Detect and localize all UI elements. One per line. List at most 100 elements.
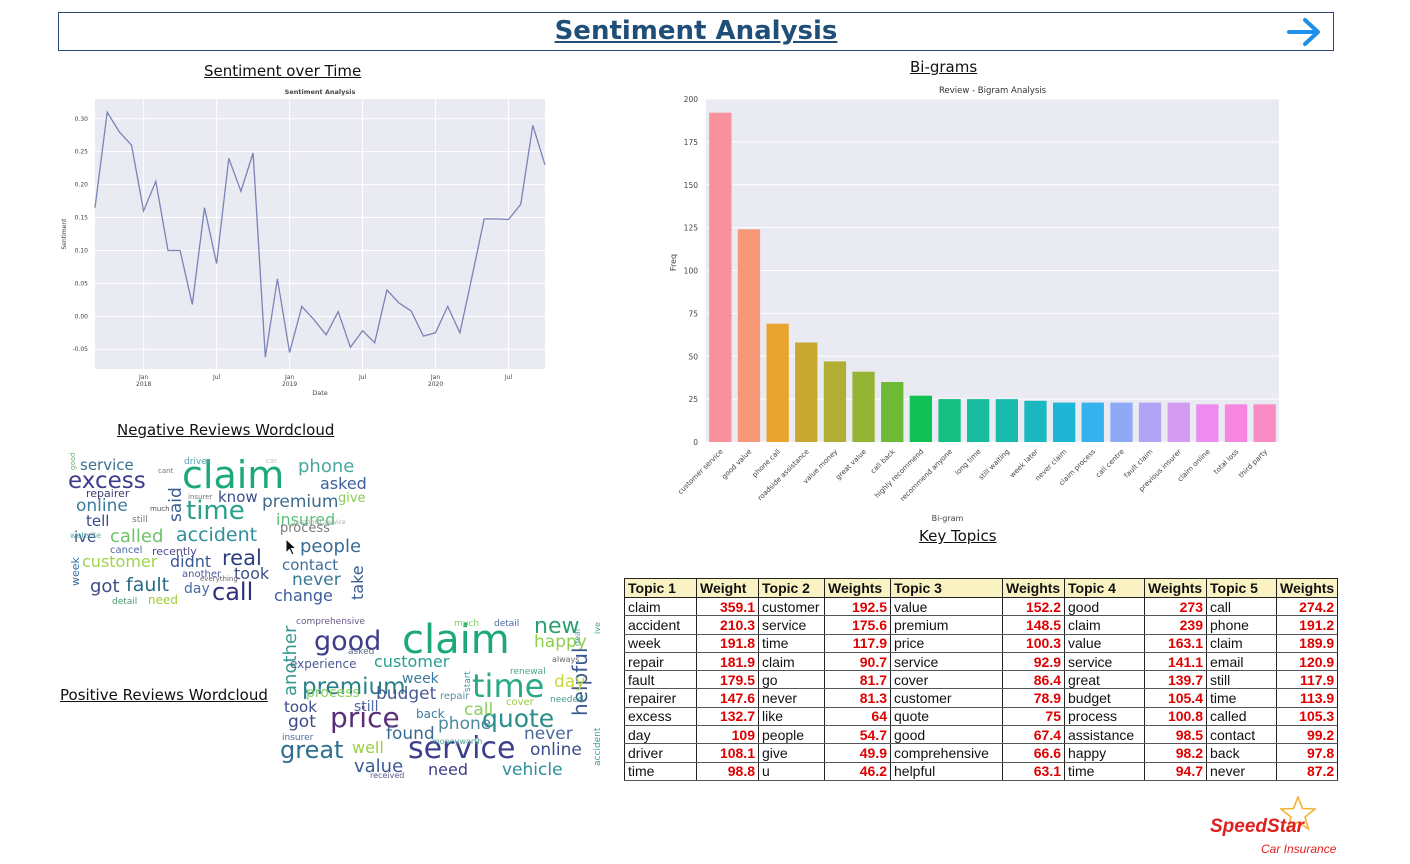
topic-weight-cell: 94.7 [1144,762,1207,781]
wordcloud-word: take [348,565,367,600]
topic-weight-cell: 132.7 [696,707,759,727]
topic-weight-cell: 98.8 [696,762,759,781]
topic-weight-cell: 67.4 [1002,725,1065,745]
wordcloud-word: excess [68,468,146,494]
topic-term-cell: excess [624,707,697,727]
topic-weight-cell: 54.7 [824,725,891,745]
x-tick-label: still waiting [977,448,1011,482]
topic-column-header: Topic 5 [1206,578,1277,598]
wordcloud-word: claim [402,617,510,663]
wordcloud-word: renewal [510,667,546,677]
topic-term-cell: phone [1206,615,1277,635]
x-tick-label: recommend anyone [899,448,954,503]
key-topics-header-row: Topic 1 Weight Topic 2 Weights Topic 3 Weight… [624,578,1339,598]
wordcloud-word: received [370,771,405,780]
wordcloud-word: accident [593,727,603,766]
wordcloud-word: didnt [170,552,212,571]
topic-term-cell: day [624,725,697,745]
topic-column-header: Topic 2 [758,578,825,598]
topic-term-cell: great [1064,670,1145,690]
topic-term-cell: price [890,634,1003,653]
topic-term-cell: customer [890,688,1003,708]
wordcloud-word: contact [282,556,339,574]
bar [967,399,990,442]
topic-weight-cell: 98.2 [1144,743,1207,763]
table-row: repairer 147.6 never 81.3 customer 78.9 budget… [624,688,1339,708]
x-tick-label: call back [869,447,897,475]
wordcloud-word: great [280,736,344,764]
y-tick-label: 0.15 [75,215,89,222]
arrow-right-icon[interactable] [1285,15,1323,49]
wordcloud-word: claim [182,453,285,497]
x-tick-label: customer service [676,448,724,496]
wordcloud-word: found [386,724,435,744]
topic-term-cell: good [1064,597,1145,617]
bar [1081,402,1104,442]
topic-term-cell: customer [758,597,825,617]
topic-term-cell: driver [624,743,697,763]
table-row: day 109 people 54.7 good 67.4 assistance 98.5 co… [624,725,1339,745]
x-tick-label: Jul [504,374,513,381]
wordcloud-word: much [150,505,170,513]
wordcloud-word: cover [506,697,534,708]
topic-term-cell: cover [890,670,1003,690]
wordcloud-word: comprehensive [296,617,365,627]
topic-column-header: Weights [1144,578,1207,598]
wordcloud-word: repairer [86,487,130,500]
bar [1024,400,1047,442]
wordcloud-word: process [306,685,360,701]
topic-weight-cell: 105.4 [1144,688,1207,708]
x-axis-label: Date [312,389,328,397]
y-tick-label: 0.20 [75,182,89,189]
x-tick-label: great value [834,448,868,482]
topic-term-cell: process [1064,707,1145,727]
x-tick-label: Jan 2019 [282,374,297,388]
wordcloud-word: people [300,536,362,557]
topic-weight-cell: 90.7 [824,652,891,672]
star-icon [1280,796,1316,830]
logo-sub: Car Insurance [1261,842,1337,856]
wordcloud-word: driver [184,457,211,467]
wordcloud-word: need [148,593,178,607]
speedstar-logo: SpeedStar Car Insurance [1206,796,1346,858]
wordcloud-word: deal [573,628,582,646]
topic-term-cell: claim [1064,615,1145,635]
topic-term-cell: contact [1206,725,1277,745]
topic-weight-cell: 105.3 [1275,707,1339,727]
topic-term-cell: email [1206,652,1277,672]
topic-term-cell: time [1064,762,1145,781]
bar [1253,404,1276,442]
topic-term-cell: fault [624,670,697,690]
topic-term-cell: service [890,652,1003,672]
wordcloud-word: recently [152,545,197,558]
wordcloud-word: call [212,578,254,606]
wordcloud-word: detail [112,597,138,607]
bar [1224,404,1248,442]
wordcloud-word: called [110,526,164,547]
bar [737,229,761,442]
topic-term-cell: happy [1064,743,1145,763]
wordcloud-word: phone [438,714,492,734]
topic-weight-cell: 92.9 [1002,652,1065,672]
bar [995,399,1018,442]
table-row: time 98.8 u 46.2 helpful 63.1 time 94.7 never 87.… [624,762,1339,781]
wordcloud-word: price [330,701,400,734]
sentiment-over-time-title: Sentiment over Time [204,62,362,80]
topic-column-header: Topic 4 [1064,578,1145,598]
topic-term-cell: week [624,634,697,653]
wordcloud-word: always [552,655,580,664]
y-tick-label: -0.05 [72,346,88,353]
x-tick-label: third party [1237,448,1269,480]
topic-column-header: Topic 3 [890,578,1003,598]
topic-term-cell: service [1064,652,1145,672]
wordcloud-word: everything [200,575,238,583]
topic-term-cell: never [758,688,825,708]
bar [1110,402,1133,442]
y-tick-label: 75 [688,309,698,318]
bar [1196,404,1219,442]
topic-weight-cell: 108.1 [696,743,759,763]
topic-weight-cell: 189.9 [1275,634,1339,653]
topic-weight-cell: 181.9 [696,652,759,672]
wordcloud-word: online [530,740,582,760]
y-tick-label: 175 [684,138,699,147]
